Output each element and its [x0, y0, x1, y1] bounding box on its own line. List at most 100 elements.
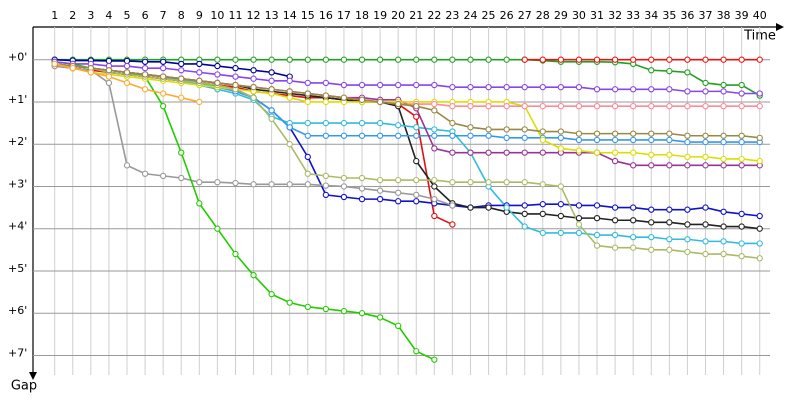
data-point — [648, 162, 655, 169]
data-point — [340, 119, 348, 127]
x-tick-label: 32 — [608, 9, 622, 22]
data-point — [539, 56, 546, 63]
data-point — [684, 162, 691, 169]
data-point — [322, 305, 330, 313]
data-point — [304, 119, 311, 127]
data-point — [702, 88, 709, 95]
y-tick-label: +0' — [8, 51, 27, 64]
data-point — [648, 136, 655, 144]
data-point — [196, 60, 203, 68]
data-point — [196, 69, 203, 76]
data-point — [358, 119, 366, 127]
data-point — [720, 103, 727, 110]
data-point — [340, 56, 348, 63]
data-point — [666, 86, 673, 93]
data-point — [539, 201, 546, 208]
data-point — [575, 136, 583, 144]
data-point — [340, 307, 348, 315]
x-tick-label: 2 — [69, 9, 76, 22]
data-point — [467, 149, 474, 156]
data-point — [593, 149, 601, 156]
data-point — [431, 212, 438, 220]
series-line — [54, 61, 760, 95]
data-point — [286, 141, 293, 148]
data-point — [684, 221, 691, 228]
data-point — [630, 244, 637, 251]
data-point — [376, 132, 384, 139]
data-point — [431, 107, 438, 114]
data-point — [503, 103, 510, 110]
y-tick-label: +2' — [8, 135, 27, 148]
data-point — [593, 103, 601, 110]
data-point — [630, 136, 637, 144]
data-point — [286, 94, 293, 101]
x-tick-label: 38 — [717, 9, 731, 22]
data-point — [449, 119, 456, 127]
series-points — [51, 56, 763, 363]
data-point — [160, 64, 167, 72]
x-tick-label: 28 — [536, 9, 550, 22]
data-point — [178, 149, 185, 156]
y-tick-label: +3' — [8, 177, 27, 190]
data-point — [358, 174, 366, 182]
data-point — [611, 149, 619, 156]
data-point — [449, 132, 456, 139]
data-point — [575, 56, 583, 63]
data-point — [232, 64, 239, 72]
data-point — [250, 75, 257, 82]
data-point — [521, 210, 528, 218]
data-point — [720, 132, 727, 139]
data-point — [304, 90, 311, 97]
data-point — [485, 204, 492, 211]
data-point — [286, 88, 293, 95]
data-point — [431, 195, 438, 203]
data-point — [702, 79, 709, 87]
x-tick-label: 30 — [572, 9, 586, 22]
data-point — [467, 84, 474, 91]
data-point — [702, 221, 709, 228]
data-point — [141, 71, 149, 78]
y-axis-arrow — [29, 372, 37, 380]
data-point — [684, 69, 691, 76]
data-point — [738, 81, 745, 89]
data-point — [521, 56, 528, 63]
data-point — [413, 157, 420, 165]
data-point — [575, 147, 583, 154]
data-point — [593, 242, 601, 249]
data-point — [702, 132, 709, 139]
data-point — [666, 136, 673, 144]
data-point — [322, 119, 330, 127]
data-point — [449, 103, 456, 110]
data-point — [503, 179, 510, 186]
data-point — [431, 132, 438, 139]
data-point — [593, 136, 601, 144]
data-point — [160, 103, 167, 110]
data-point — [413, 191, 420, 199]
data-point — [702, 103, 709, 110]
data-point — [503, 149, 510, 156]
data-point — [214, 225, 221, 232]
x-tick-label: 8 — [178, 9, 185, 22]
data-point — [232, 73, 239, 80]
data-point — [503, 56, 510, 63]
data-point — [105, 57, 113, 65]
data-point — [268, 291, 275, 298]
data-point — [666, 151, 673, 158]
data-point — [503, 134, 510, 141]
data-point — [141, 58, 149, 65]
data-point — [160, 58, 167, 65]
data-point — [232, 81, 239, 89]
data-point — [521, 126, 528, 133]
data-point — [720, 238, 727, 245]
data-point — [611, 204, 619, 211]
data-point — [250, 272, 257, 279]
x-tick-label: 24 — [463, 9, 477, 22]
data-point — [232, 56, 239, 63]
data-point — [322, 98, 330, 106]
data-point — [575, 103, 583, 110]
data-point — [684, 56, 691, 63]
data-point — [268, 115, 275, 122]
data-point — [720, 56, 727, 63]
data-point — [178, 60, 185, 68]
